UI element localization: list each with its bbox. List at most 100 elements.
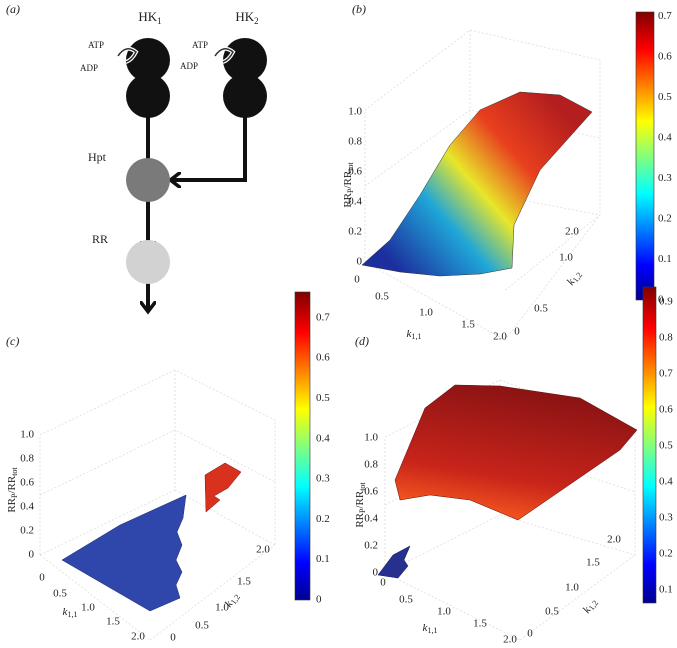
z-tick-label: 0.8 (364, 459, 378, 471)
z-tick-label: 0 (29, 549, 35, 561)
surface (361, 91, 593, 277)
x-axis-label-part: 1,1 (411, 332, 421, 341)
x-axis-label-part: k (423, 622, 429, 634)
x-tick-label: 0 (380, 577, 386, 589)
arrow (172, 110, 247, 180)
hk2-name: HK (235, 9, 254, 24)
hk2-sub: 2 (254, 16, 259, 26)
x-tick-label: 1.5 (473, 618, 487, 630)
colorbar-tick-label: 0.5 (658, 91, 672, 103)
atp-label: ATP (192, 40, 208, 50)
x-tick-label: 1.0 (419, 307, 433, 319)
y-tick-label: 2.0 (256, 544, 270, 556)
z-tick-label: 0.2 (20, 525, 34, 537)
panel-c-box (39, 369, 276, 641)
colorbar-tick-label: 0.6 (316, 352, 330, 364)
colorbar-tick-label: 0.5 (659, 440, 673, 452)
z-axis-label-part: RR (6, 497, 18, 512)
y-tick-label: 1.5 (586, 557, 600, 569)
x-axis-label-part: k (63, 606, 69, 618)
atp-label: ATP (88, 40, 104, 50)
z-tick-label: 0.6 (20, 477, 34, 489)
y-axis-label-part: k (222, 597, 235, 609)
colorbar-tick-label: 0.3 (659, 512, 673, 524)
x-axis-label-part: 1,1 (427, 626, 437, 635)
z-axis-label-part: tot (10, 467, 19, 476)
x-tick-label: 1.0 (437, 606, 451, 618)
z-axis-label-part: /RR (342, 170, 354, 188)
z-tick-label: 0 (373, 567, 379, 579)
surface (61, 494, 187, 612)
rr-node (126, 240, 170, 284)
colorbar-tick-label: 0.4 (316, 432, 330, 444)
x-axis-label-part: 1,1 (67, 610, 77, 619)
z-axis-label-part: tot (358, 482, 367, 491)
x-axis-label: k1,1 (407, 328, 422, 341)
y-tick-label: 0.5 (195, 620, 209, 632)
x-tick-label: 0.5 (399, 594, 413, 606)
surface (204, 462, 242, 513)
z-tick-label: 0.4 (20, 501, 34, 513)
x-tick-label: 2.0 (493, 331, 507, 343)
z-axis-label: RRP/RRtot (6, 467, 19, 513)
z-axis-label-part: tot (346, 162, 355, 171)
adp-label: ADP (180, 61, 198, 71)
colorbar-tick-label: 0.2 (658, 213, 672, 225)
diagram (116, 38, 267, 310)
z-axis-label-part: /RR (6, 475, 18, 493)
y-axis-label: k1,2 (580, 596, 599, 616)
y-axis-label-part: k (580, 603, 593, 615)
colorbar (294, 291, 311, 601)
panel-label: (c) (6, 334, 19, 348)
x-tick-label: 1.5 (461, 319, 475, 331)
z-axis-label-part: P (346, 188, 355, 193)
z-tick-label: 0.4 (348, 196, 362, 208)
y-tick-label: 2.0 (565, 226, 579, 238)
x-axis-label: k1,1 (63, 606, 78, 619)
adp-label: ADP (80, 63, 98, 73)
x-axis-label: k1,1 (423, 622, 438, 635)
colorbar-tick-label: 0 (658, 294, 664, 306)
colorbar-tick-label: 0.6 (658, 51, 672, 63)
x-axis-label-part: k (407, 328, 413, 340)
y-tick-label: 0.5 (534, 303, 548, 315)
atp-hook (117, 48, 137, 63)
y-tick-label: 1.5 (237, 576, 251, 588)
x-tick-label: 0.5 (53, 588, 67, 600)
colorbar-tick-label: 0.1 (659, 584, 673, 596)
y-tick-label: 1.0 (565, 582, 579, 594)
z-tick-label: 0.8 (20, 453, 34, 465)
colorbar-tick-label: 0.3 (658, 172, 672, 184)
z-tick-label: 1.0 (364, 432, 378, 444)
hk1-domain (126, 38, 170, 82)
hk2-domain (223, 38, 267, 82)
z-axis-label-part: /RR (354, 490, 366, 508)
colorbar-tick-label: 0.1 (316, 553, 330, 565)
hk1-domain (126, 74, 170, 118)
z-tick-label: 0.6 (348, 166, 362, 178)
colorbar-tick-label: 0.7 (658, 10, 672, 22)
y-tick-label: 1.0 (215, 602, 229, 614)
colorbar-tick-label: 0.9 (659, 296, 673, 308)
colorbar-tick-label: 0.5 (316, 392, 330, 404)
x-tick-label: 0.5 (375, 291, 389, 303)
z-axis-label-part: P (10, 493, 19, 498)
y-tick-label: 0.5 (545, 606, 559, 618)
z-axis-label-part: P (358, 508, 367, 513)
hk1-sub: 1 (157, 16, 162, 26)
atp-hook (214, 48, 234, 63)
surface (377, 545, 411, 579)
colorbar-tick-label: 0 (316, 594, 322, 606)
x-tick-label: 2.0 (503, 634, 517, 646)
y-tick-label: 0 (527, 628, 533, 640)
y-axis-label-part: k (564, 275, 577, 287)
z-axis-label-part: RR (354, 512, 366, 527)
y-tick-label: 0 (170, 632, 176, 644)
z-tick-label: 0.2 (364, 540, 378, 552)
colorbar-tick-label: 0.4 (658, 132, 672, 144)
z-tick-label: 1.0 (348, 106, 362, 118)
z-axis-label: RRP/RRtot (354, 482, 367, 528)
z-tick-label: 0 (357, 256, 363, 268)
y-axis-label: k1,2 (564, 268, 583, 288)
x-tick-label: 1.5 (106, 616, 120, 628)
